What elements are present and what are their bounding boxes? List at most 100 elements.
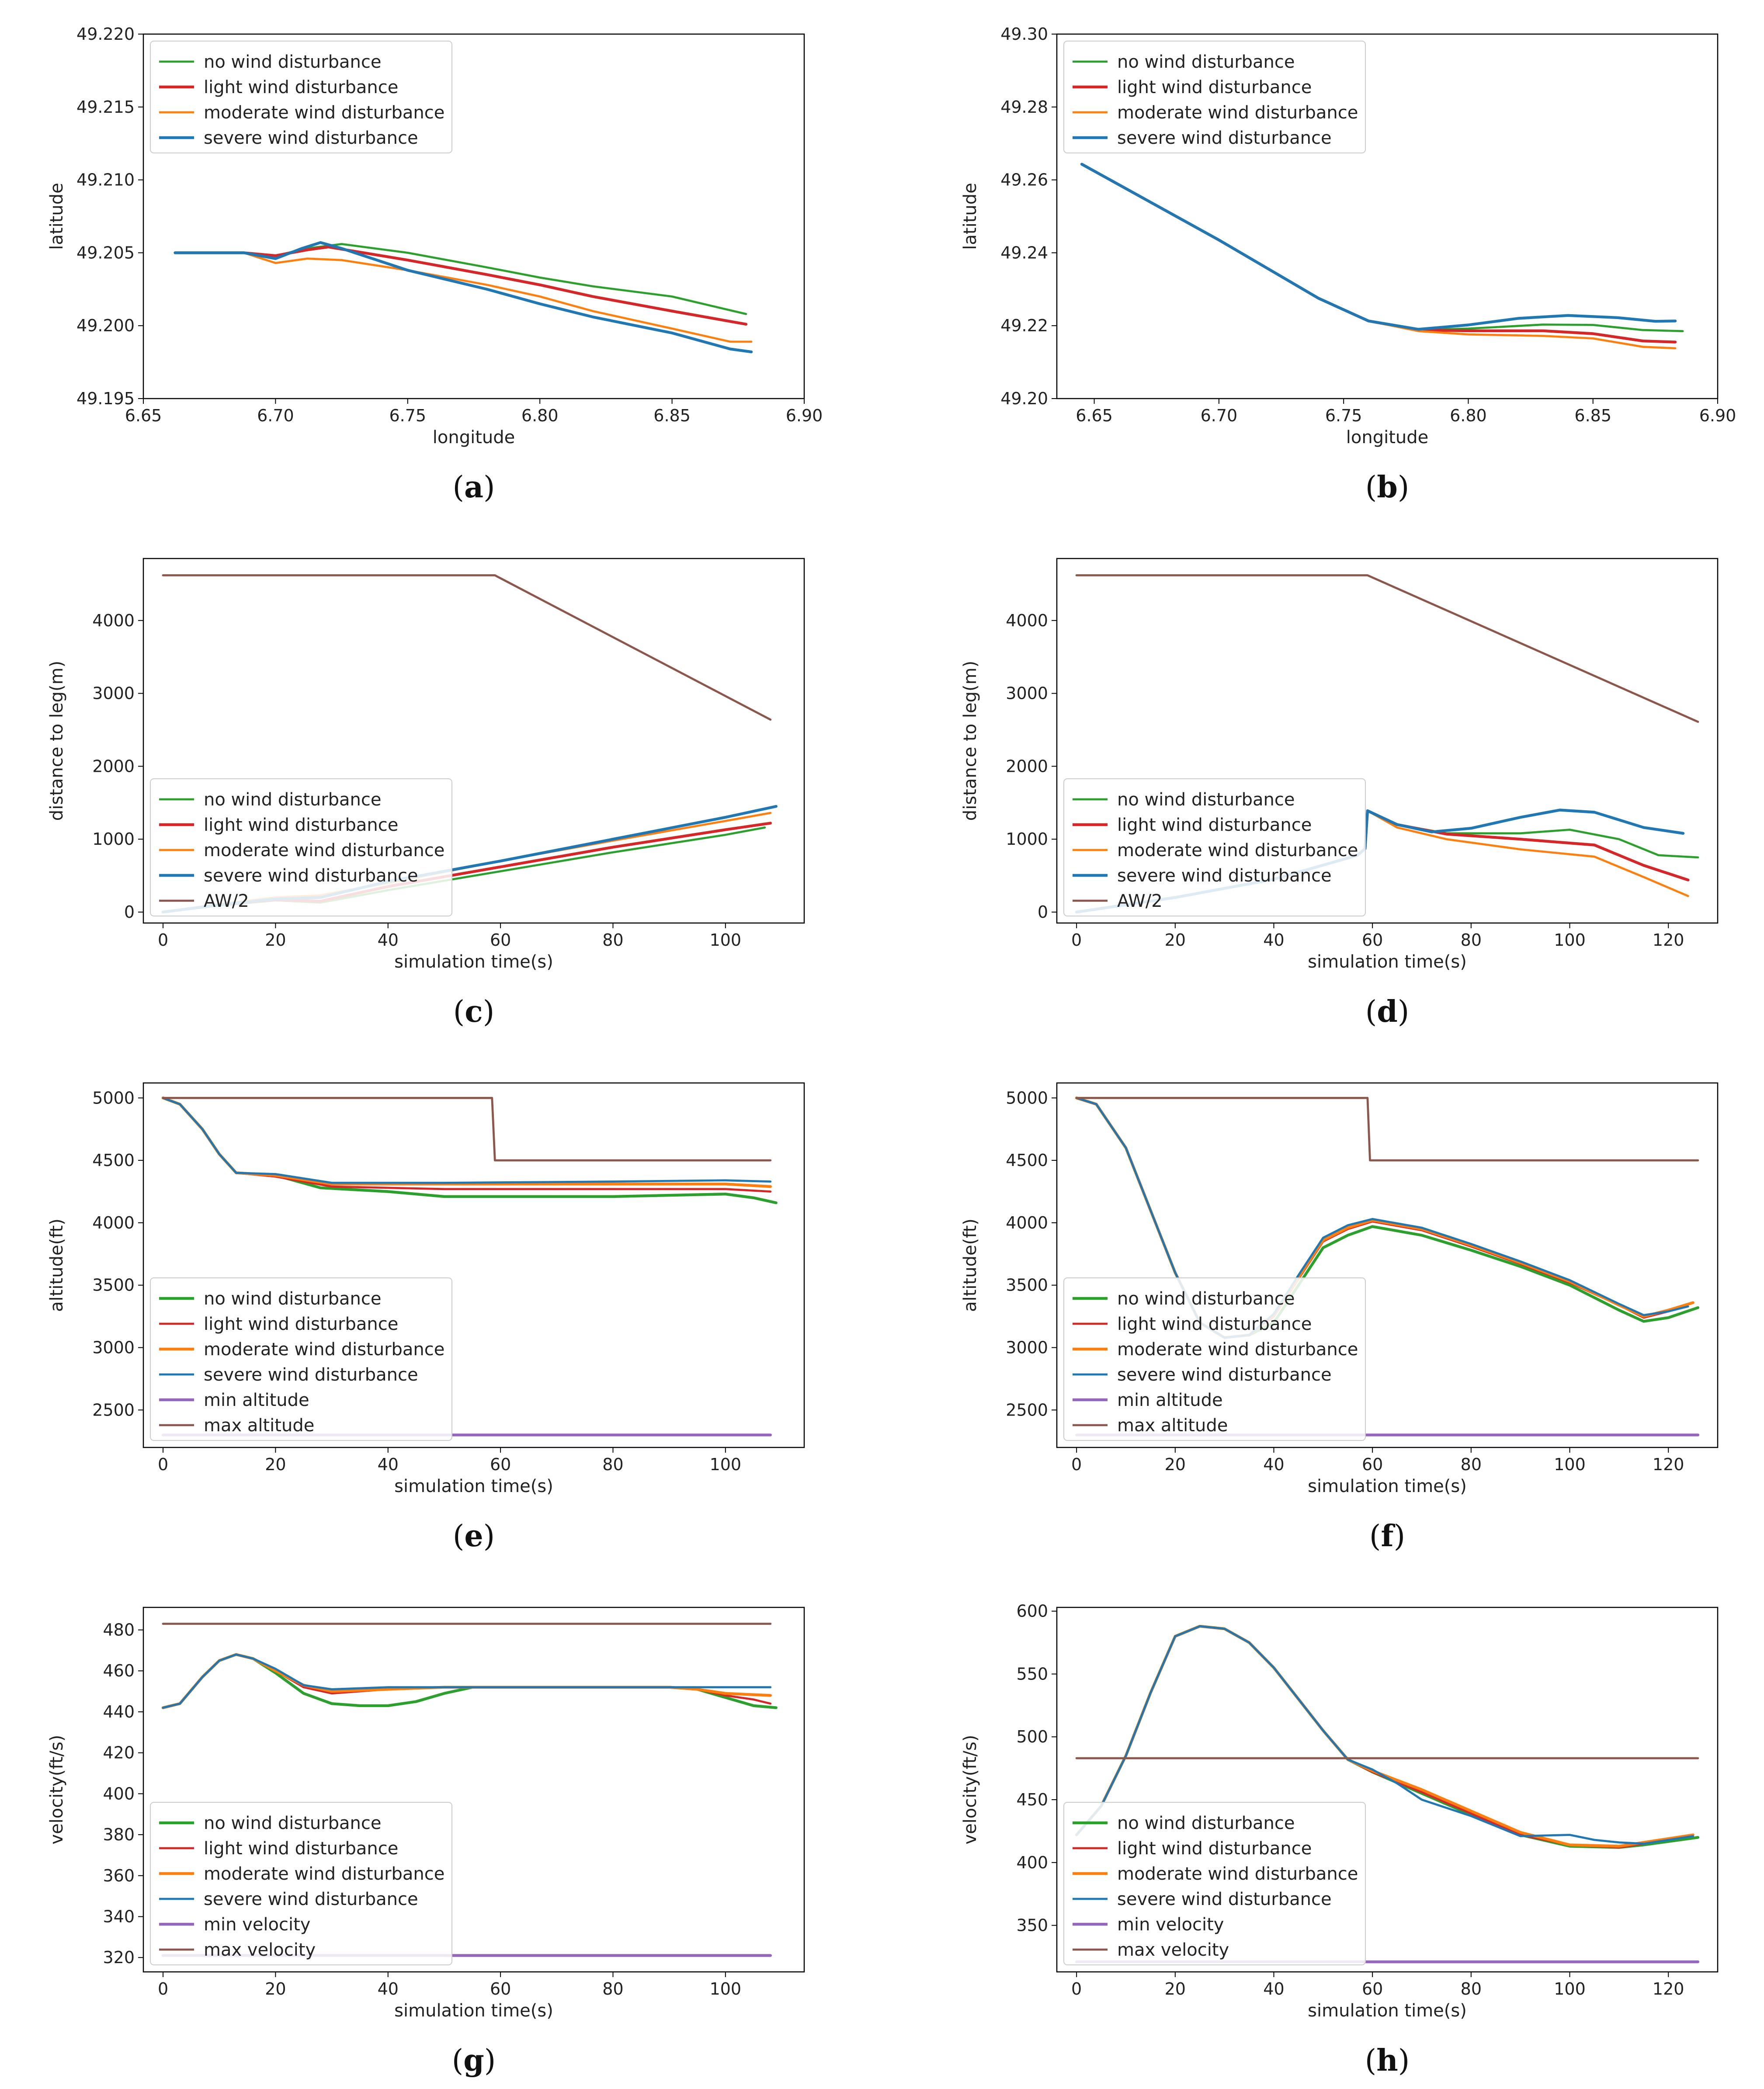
legend-box: [150, 41, 452, 153]
y-tick-label: 460: [103, 1661, 135, 1680]
x-axis-label: simulation time(s): [394, 2001, 553, 2021]
y-tick-label: 550: [1016, 1664, 1048, 1683]
x-tick-label: 60: [1362, 1455, 1383, 1474]
legend-label: severe wind disturbance: [204, 1889, 418, 1909]
legend-label: moderate wind disturbance: [1117, 1339, 1358, 1360]
x-tick-label: 6.75: [1325, 406, 1362, 425]
y-tick-label: 440: [103, 1702, 135, 1721]
series-group: [1080, 163, 1684, 350]
legend: no wind disturbance light wind disturbanc…: [1063, 778, 1366, 916]
y-tick-label: 5000: [1006, 1088, 1048, 1107]
y-axis-label: altitude(ft): [960, 1218, 980, 1312]
x-tick-label: 40: [1263, 1455, 1284, 1474]
series-group: [1075, 1624, 1700, 1964]
series-line-light-wind-disturbance: [174, 245, 748, 326]
y-tick-label: 1000: [1006, 829, 1048, 849]
y-tick-label: 49.210: [76, 170, 135, 190]
caption-close-paren: ): [1398, 995, 1410, 1029]
chart-h: 0 20 40 60 80 100 120 350 400 450 500 550 600 simulat…: [960, 1602, 1719, 2078]
x-axis-label: longitude: [433, 427, 515, 448]
x-tick-label: 60: [490, 1979, 511, 1999]
x-axis-label: simulation time(s): [1308, 2001, 1467, 2021]
chart-c: 0 20 40 60 80 10001000200030004000simulation …: [47, 558, 805, 1029]
y-tick-label: 600: [1016, 1602, 1048, 1621]
panel-caption: (e): [453, 1519, 495, 1554]
y-tick-label: 49.215: [76, 97, 135, 117]
x-tick-label: 80: [602, 930, 623, 950]
panel-caption: (b): [1365, 470, 1410, 505]
x-tick-label: 100: [1554, 930, 1586, 950]
legend-label: max altitude: [204, 1416, 314, 1436]
x-tick-label: 6.90: [1699, 406, 1736, 425]
caption-open-paren: (: [452, 470, 464, 505]
caption-letter: e: [464, 1519, 483, 1554]
y-tick-label: 49.28: [1000, 97, 1048, 117]
series-line-moderate-wind-disturbance: [174, 252, 753, 343]
legend: no wind disturbance light wind disturbanc…: [150, 41, 452, 153]
legend-label: severe wind disturbance: [1117, 128, 1332, 148]
series-line-aw-2: [162, 574, 772, 721]
x-axis-label: simulation time(s): [394, 1476, 553, 1496]
legend-box: [150, 1277, 452, 1441]
y-tick-label: 49.26: [1000, 170, 1048, 190]
legend-label: severe wind disturbance: [1117, 1365, 1332, 1385]
x-axis-label: longitude: [1346, 427, 1428, 448]
x-tick-label: 60: [490, 930, 511, 950]
x-tick-label: 0: [158, 930, 168, 950]
legend-label: moderate wind disturbance: [204, 1339, 444, 1360]
series-group: [174, 241, 753, 354]
y-tick-label: 49.195: [76, 389, 135, 408]
y-tick-label: 400: [1016, 1853, 1048, 1872]
x-tick-label: 100: [710, 930, 742, 950]
y-tick-label: 3500: [1006, 1276, 1048, 1295]
y-tick-label: 4500: [1006, 1151, 1048, 1170]
legend-box: [150, 778, 452, 916]
y-tick-label: 3000: [92, 1338, 135, 1357]
caption-close-paren: ): [483, 995, 495, 1029]
y-tick-label: 49.200: [76, 316, 135, 335]
x-tick-label: 80: [1461, 1979, 1482, 1999]
x-tick-label: 40: [1263, 1979, 1284, 1999]
x-tick-label: 80: [1461, 1455, 1482, 1474]
y-tick-label: 340: [103, 1907, 135, 1926]
legend-label: no wind disturbance: [204, 52, 382, 72]
legend-label: light wind disturbance: [1117, 815, 1312, 835]
y-tick-label: 360: [103, 1866, 135, 1885]
x-tick-label: 0: [158, 1455, 168, 1474]
legend-label: min altitude: [1117, 1390, 1223, 1410]
legend-label: light wind disturbance: [1117, 1314, 1312, 1334]
y-axis-label: velocity(ft/s): [47, 1735, 67, 1845]
legend-label: no wind disturbance: [204, 1813, 382, 1833]
legend-label: no wind disturbance: [1117, 1289, 1295, 1309]
y-axis-label: velocity(ft/s): [960, 1735, 980, 1845]
x-tick-label: 0: [1071, 930, 1082, 950]
y-tick-label: 2500: [1006, 1400, 1048, 1419]
legend-label: light wind disturbance: [204, 815, 398, 835]
y-tick-label: 4000: [92, 611, 135, 630]
series-line-max-altitude: [1075, 1097, 1699, 1162]
y-axis-label: distance to leg(m): [47, 661, 67, 821]
series-line-severe-wind-disturbance: [1080, 163, 1677, 331]
caption-close-paren: ): [1398, 470, 1410, 505]
legend-label: moderate wind disturbance: [1117, 840, 1358, 861]
x-tick-label: 60: [490, 1455, 511, 1474]
x-tick-label: 0: [1071, 1455, 1082, 1474]
caption-close-paren: ): [1394, 1519, 1406, 1554]
y-tick-label: 4500: [92, 1151, 135, 1170]
panel-caption: (a): [452, 470, 495, 505]
x-tick-label: 100: [1554, 1455, 1586, 1474]
x-tick-label: 0: [1071, 1979, 1082, 1999]
legend-label: severe wind disturbance: [204, 866, 418, 886]
caption-close-paren: ): [1398, 2044, 1410, 2078]
chart-d: 0 20 40 60 80 100 120 0 1000 2000 3000 4000 simulati…: [960, 558, 1719, 1029]
legend-label: severe wind disturbance: [204, 128, 418, 148]
y-tick-label: 49.220: [76, 24, 135, 44]
y-tick-label: 480: [103, 1621, 135, 1640]
x-tick-label: 80: [602, 1979, 623, 1999]
y-tick-label: 4000: [92, 1213, 135, 1232]
caption-open-paren: (: [1365, 995, 1377, 1029]
x-tick-label: 0: [158, 1979, 168, 1999]
legend-label: moderate wind disturbance: [204, 840, 444, 861]
y-tick-label: 380: [103, 1825, 135, 1844]
y-tick-label: 49.24: [1000, 243, 1048, 262]
